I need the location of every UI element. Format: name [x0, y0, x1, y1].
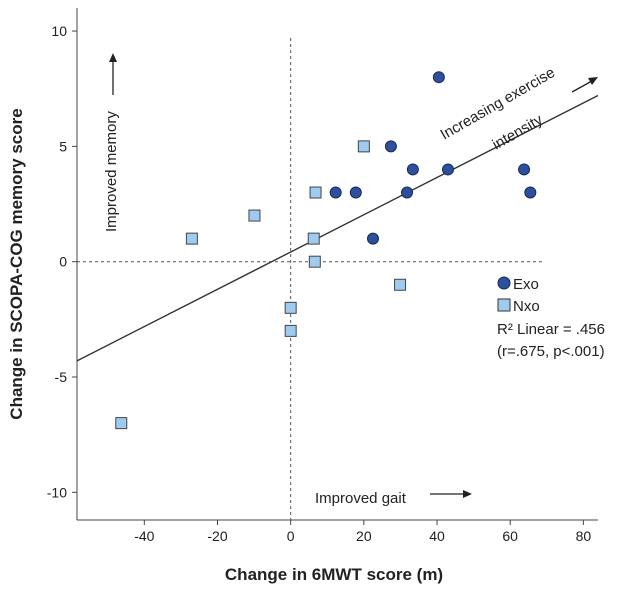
- x-tick-label: -40: [134, 528, 154, 544]
- legend-exo-label: Exo: [513, 276, 539, 293]
- legend-nxo-label: Nxo: [513, 298, 540, 315]
- point-exo: [349, 186, 362, 199]
- y-tick-label: 0: [59, 254, 67, 270]
- point-exo: [401, 186, 414, 199]
- y-tick-label: 10: [51, 23, 67, 39]
- point-exo: [329, 186, 342, 199]
- x-tick-label: 40: [429, 528, 445, 544]
- y-tick-label: -10: [47, 484, 67, 500]
- y-tick-label: 5: [59, 138, 67, 154]
- point-exo: [441, 163, 454, 176]
- point-exo: [518, 163, 531, 176]
- fit-r2-label: R² Linear = .456: [497, 321, 605, 338]
- point-exo: [406, 163, 419, 176]
- annotation-intensity-1: Increasing exercise: [438, 64, 558, 143]
- point-exo: [384, 140, 397, 153]
- x-tick-label: 60: [502, 528, 518, 544]
- point-exo: [524, 186, 537, 199]
- y-axis-label: Change in SCOPA-COG memory score: [7, 108, 26, 419]
- legend: Exo Nxo R² Linear = .456 (r=.675, p<.001…: [497, 276, 605, 360]
- point-nxo: [284, 301, 297, 314]
- point-nxo: [394, 278, 407, 291]
- x-tick-label: -20: [207, 528, 227, 544]
- point-nxo: [308, 255, 321, 268]
- legend-exo-marker: [497, 276, 511, 290]
- y-tick-label: -5: [55, 369, 68, 385]
- arrow-diagonal-head-icon: [588, 77, 598, 85]
- point-nxo: [307, 232, 320, 245]
- arrow-diagonal-icon: [571, 80, 593, 93]
- point-nxo: [284, 324, 297, 337]
- x-axis-label: Change in 6MWT score (m): [225, 565, 443, 584]
- point-exo: [366, 232, 379, 245]
- point-exo: [432, 71, 445, 84]
- x-tick-label: 80: [576, 528, 592, 544]
- point-nxo: [185, 232, 198, 245]
- point-nxo: [309, 186, 322, 199]
- legend-nxo-marker: [497, 298, 511, 312]
- annotation-memory: Improved memory: [103, 111, 120, 232]
- fit-stats-label: (r=.675, p<.001): [497, 343, 605, 360]
- point-nxo: [115, 417, 128, 430]
- point-nxo: [357, 140, 370, 153]
- annotation-intensity-2: intensity: [490, 111, 547, 153]
- x-tick-label: 20: [356, 528, 372, 544]
- regression-line: [76, 94, 599, 362]
- x-tick-label: 0: [287, 528, 295, 544]
- annotation-gait: Improved gait: [315, 490, 407, 507]
- arrow-up-head-icon: [109, 53, 117, 62]
- point-nxo: [248, 209, 261, 222]
- arrow-right-head-icon: [463, 490, 472, 498]
